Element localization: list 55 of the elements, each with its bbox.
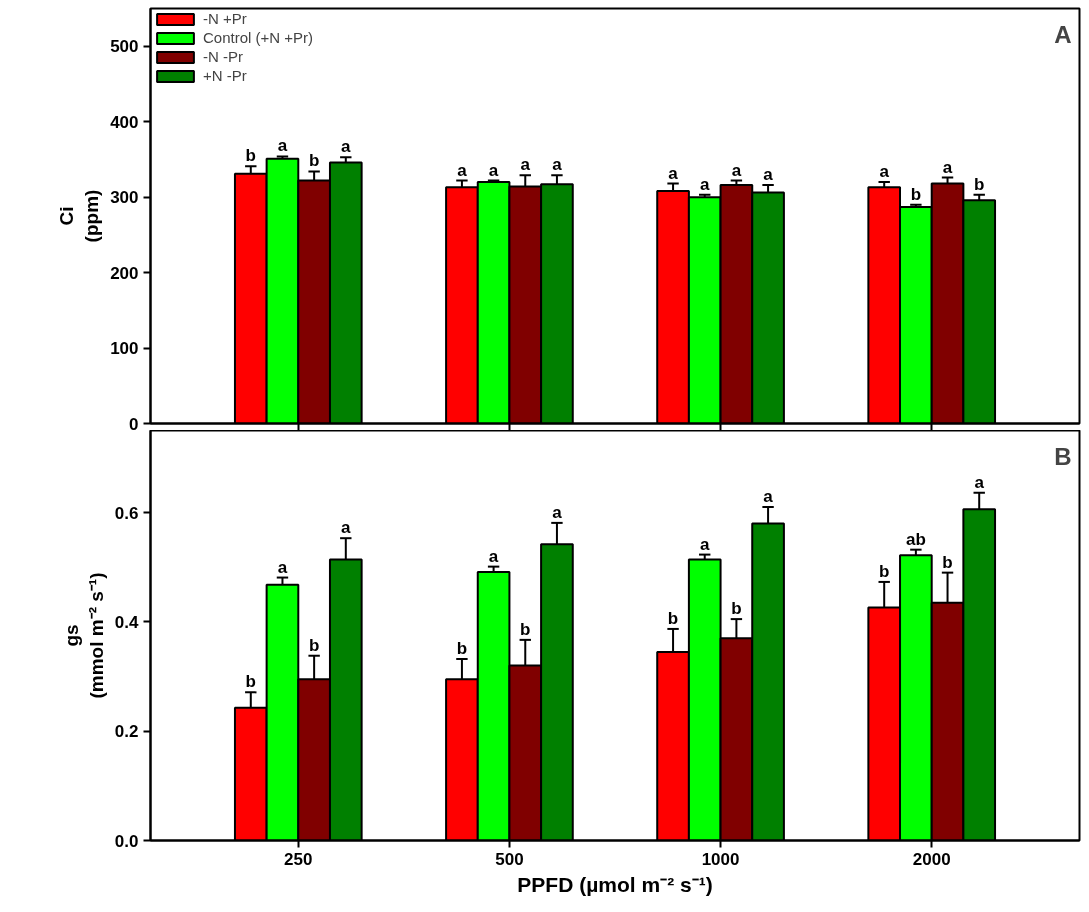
y-tick-label: 0 <box>129 414 139 434</box>
data-label: a <box>974 472 985 492</box>
data-label: b <box>245 146 256 166</box>
data-label: a <box>552 502 563 522</box>
data-label: b <box>456 639 468 659</box>
x-tick-label: 1000 <box>701 849 740 869</box>
data-label: a <box>488 546 499 566</box>
data-label: b <box>520 619 531 639</box>
data-label: b <box>910 184 922 204</box>
data-label: a <box>668 163 679 183</box>
data-label: a <box>277 136 288 156</box>
annotation: B <box>1054 442 1072 470</box>
y-tick-label: 300 <box>110 188 139 208</box>
legend-label: Control (+N +Pr) <box>203 29 314 46</box>
data-label: b <box>974 174 985 194</box>
y-tick-label: 400 <box>110 112 139 132</box>
data-label: b <box>942 552 953 572</box>
data-label: a <box>457 160 468 180</box>
data-label: b <box>245 672 256 692</box>
y-tick-label: 0.2 <box>114 722 139 742</box>
data-label: a <box>763 487 774 507</box>
data-label: b <box>879 561 890 581</box>
x-axis-title: PPFD (µmol m⁻² s⁻¹) <box>517 872 713 896</box>
y-tick-label: 0.0 <box>114 831 139 851</box>
data-label: a <box>700 534 711 554</box>
data-label: a <box>341 518 352 538</box>
data-label: a <box>520 155 531 175</box>
data-label: a <box>552 155 563 175</box>
data-label: a <box>763 165 774 185</box>
x-tick-label: 500 <box>495 849 524 869</box>
legend-label: -N +Pr <box>203 10 247 27</box>
y-tick-label: 0.4 <box>114 612 140 632</box>
data-label: ab <box>905 529 926 549</box>
legend-label: +N -Pr <box>203 67 247 84</box>
y-axis-title: Ci (ppm) <box>55 189 103 243</box>
data-label: b <box>308 151 320 171</box>
y-tick-label: 500 <box>110 37 139 57</box>
data-label: b <box>731 599 742 619</box>
data-label: b <box>308 635 320 655</box>
x-tick-label: 250 <box>284 849 313 869</box>
data-label: a <box>277 557 288 577</box>
data-label: a <box>700 174 711 194</box>
annotation: A <box>1054 20 1072 48</box>
data-label: b <box>667 608 679 628</box>
data-label: a <box>341 137 352 157</box>
data-label: a <box>731 160 742 180</box>
y-axis-title: gs (mmol m⁻² s⁻¹) <box>60 572 107 699</box>
y-tick-label: 0.6 <box>114 503 139 523</box>
legend-label: -N -Pr <box>203 48 243 65</box>
x-tick-label: 2000 <box>912 849 951 869</box>
data-label: a <box>879 162 890 182</box>
data-label: a <box>942 157 953 177</box>
y-tick-label: 200 <box>110 263 139 283</box>
y-tick-label: 100 <box>110 339 139 359</box>
data-label: a <box>488 160 499 180</box>
